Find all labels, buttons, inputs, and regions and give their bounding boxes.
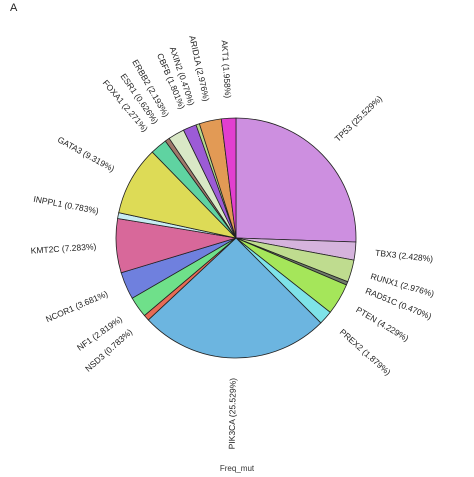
pie-slices xyxy=(115,117,357,359)
slice-label: TP53 (25.529%) xyxy=(333,93,385,143)
slice-label: NCOR1 (3.681%) xyxy=(44,288,109,324)
slice-label: KMT2C (7.283%) xyxy=(30,241,96,255)
pie-slice xyxy=(220,117,237,239)
slice-label: PIK3CA (25.529%) xyxy=(227,378,238,450)
slice-label: GATA3 (9.319%) xyxy=(56,134,117,174)
pie-slice xyxy=(147,237,322,359)
slice-label: PREX2 (1.879%) xyxy=(338,327,393,378)
pie-slice xyxy=(235,117,357,243)
slice-label: TBX3 (2.428%) xyxy=(375,248,434,264)
slice-label: INPPL1 (0.783%) xyxy=(33,194,100,216)
x-axis-label: Freq_mut xyxy=(219,464,255,473)
panel-letter: A xyxy=(10,2,18,14)
slice-label: AKT1 (1.958%) xyxy=(220,40,234,99)
